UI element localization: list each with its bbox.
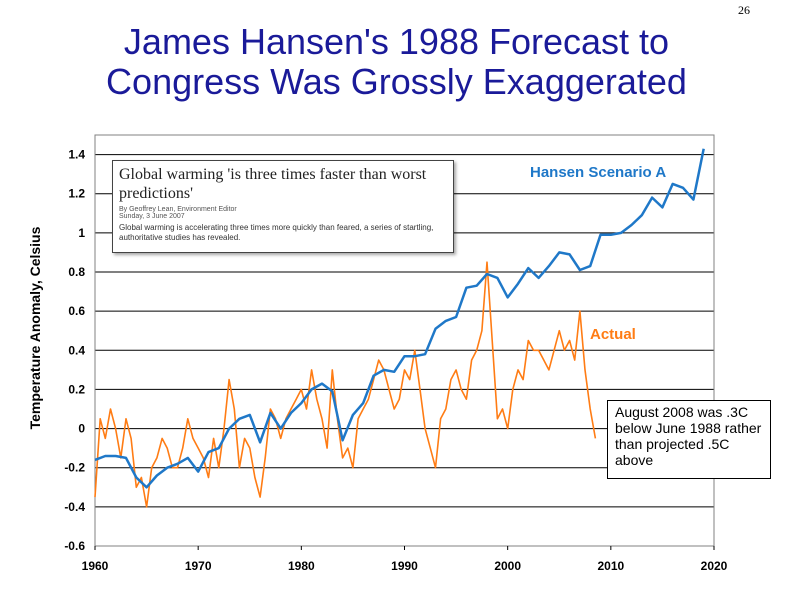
series-line-actual bbox=[94, 261, 597, 508]
y-axis-label: Temperature Anomaly, Celsius bbox=[27, 226, 43, 430]
slide-title: James Hansen's 1988 Forecast to Congress… bbox=[0, 22, 793, 102]
series-line-hansen-scenario-a bbox=[94, 148, 705, 489]
newspaper-clipping: Global warming 'is three times faster th… bbox=[112, 160, 454, 253]
x-tick-label: 1960 bbox=[82, 559, 109, 573]
y-tick-label: 1.2 bbox=[68, 187, 85, 201]
series-lines bbox=[94, 148, 705, 508]
clipping-headline: Global warming 'is three times faster th… bbox=[119, 166, 427, 202]
clipping-date: Sunday, 3 June 2007 bbox=[119, 213, 185, 220]
title-line-1: James Hansen's 1988 Forecast to bbox=[123, 21, 670, 62]
clipping-body: Global warming is accelerating three tim… bbox=[119, 223, 434, 242]
y-tick-label: -0.6 bbox=[64, 539, 85, 553]
annotation-note: August 2008 was .3C below June 1988 rath… bbox=[607, 400, 771, 479]
x-tick-label: 2010 bbox=[597, 559, 624, 573]
y-tick-label: 1 bbox=[78, 226, 85, 240]
x-tick-labels: 1960 1970 1980 1990 2000 2010 2020 bbox=[82, 546, 728, 573]
y-tick-labels: 1.4 1.2 1 0.8 0.6 0.4 0.2 0 -0.2 -0.4 -0.6 bbox=[64, 148, 85, 553]
y-tick-label: 0.4 bbox=[68, 343, 85, 357]
clipping-byline: By Geoffrey Lean, Environment Editor bbox=[119, 206, 237, 213]
page-number: 26 bbox=[738, 3, 750, 17]
x-tick-label: 2000 bbox=[494, 559, 521, 573]
y-tick-label: -0.2 bbox=[64, 461, 85, 475]
y-tick-label: 1.4 bbox=[68, 148, 85, 162]
x-tick-label: 1980 bbox=[288, 559, 315, 573]
series-label-hansen: Hansen Scenario A bbox=[530, 164, 667, 181]
x-tick-label: 1970 bbox=[185, 559, 212, 573]
y-tick-label: 0.8 bbox=[68, 265, 85, 279]
y-tick-label: 0.2 bbox=[68, 382, 85, 396]
x-tick-label: 2020 bbox=[701, 559, 728, 573]
y-tick-label: 0.6 bbox=[68, 304, 85, 318]
x-tick-label: 1990 bbox=[391, 559, 418, 573]
y-tick-label: -0.4 bbox=[64, 500, 85, 514]
y-tick-label: 0 bbox=[78, 422, 85, 436]
series-label-actual: Actual bbox=[590, 326, 636, 343]
title-line-2: Congress Was Grossly Exaggerated bbox=[106, 61, 687, 102]
